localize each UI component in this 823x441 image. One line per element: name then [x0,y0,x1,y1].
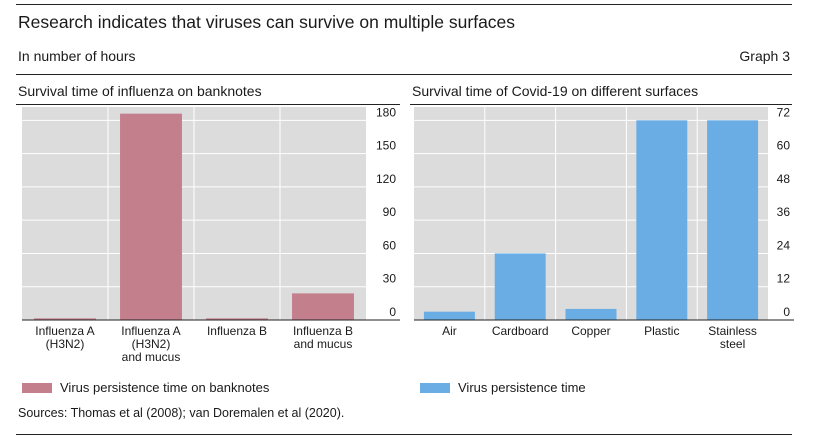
covid-category-label: Cardboard [492,324,549,338]
legend-label-covid: Virus persistence time [458,380,586,395]
influenza-category-label: Influenza B [207,324,267,338]
covid-tick-label: 60 [777,139,791,153]
right-panel-title: Survival time of Covid-19 on different s… [412,83,699,99]
covid-tick-label: 48 [777,172,791,186]
right-panel-rule [410,104,792,105]
covid-category-label: Air [442,324,457,338]
covid-bar [565,308,617,320]
covid-axis-band [768,107,794,320]
header-rule [16,74,792,75]
influenza-bar [34,318,96,320]
covid-tick-label: 36 [777,205,791,219]
covid-category-label: Plastic [644,324,679,338]
sources-note: Sources: Thomas et al (2008); van Dorema… [18,406,345,420]
influenza-tick-label: 0 [389,305,396,319]
legend-swatch-influenza [22,382,52,393]
influenza-tick-label: 180 [376,105,396,119]
covid-tick-label: 12 [777,272,791,286]
covid-bar [494,253,546,320]
influenza-bar [120,113,182,320]
covid-tick-label: 72 [777,105,791,119]
left-panel-rule [16,104,400,105]
influenza-category-label: Influenza A (H3N2) and mucus [121,324,180,364]
covid-bar [636,120,688,320]
covid-tick-label: 0 [783,305,790,319]
legend-label-influenza: Virus persistence time on banknotes [60,380,270,395]
bottom-rule [16,434,792,435]
influenza-tick-label: 60 [383,238,397,252]
left-panel-title: Survival time of influenza on banknotes [18,83,262,99]
influenza-category-label: Influenza A (H3N2) [35,324,94,351]
influenza-bar [206,318,268,320]
covid-bar [707,120,759,320]
covid-tick-label: 24 [777,238,791,252]
influenza-bar [292,293,354,320]
influenza-tick-label: 120 [376,172,396,186]
influenza-tick-label: 150 [376,139,396,153]
influenza-tick-label: 90 [383,205,397,219]
covid-category-label: Copper [571,324,610,338]
covid-bar [423,311,475,320]
influenza-axis-band [366,107,400,320]
left-legend: Virus persistence time on banknotes [22,380,269,395]
influenza-tick-label: 30 [383,272,397,286]
legend-swatch-covid [420,382,450,393]
covid-category-label: Stainless steel [708,324,757,351]
graph-number: Graph 3 [739,48,790,64]
right-legend: Virus persistence time [420,380,586,395]
figure-subtitle: In number of hours [18,48,136,64]
top-rule [16,4,792,5]
figure-title: Research indicates that viruses can surv… [18,12,516,32]
